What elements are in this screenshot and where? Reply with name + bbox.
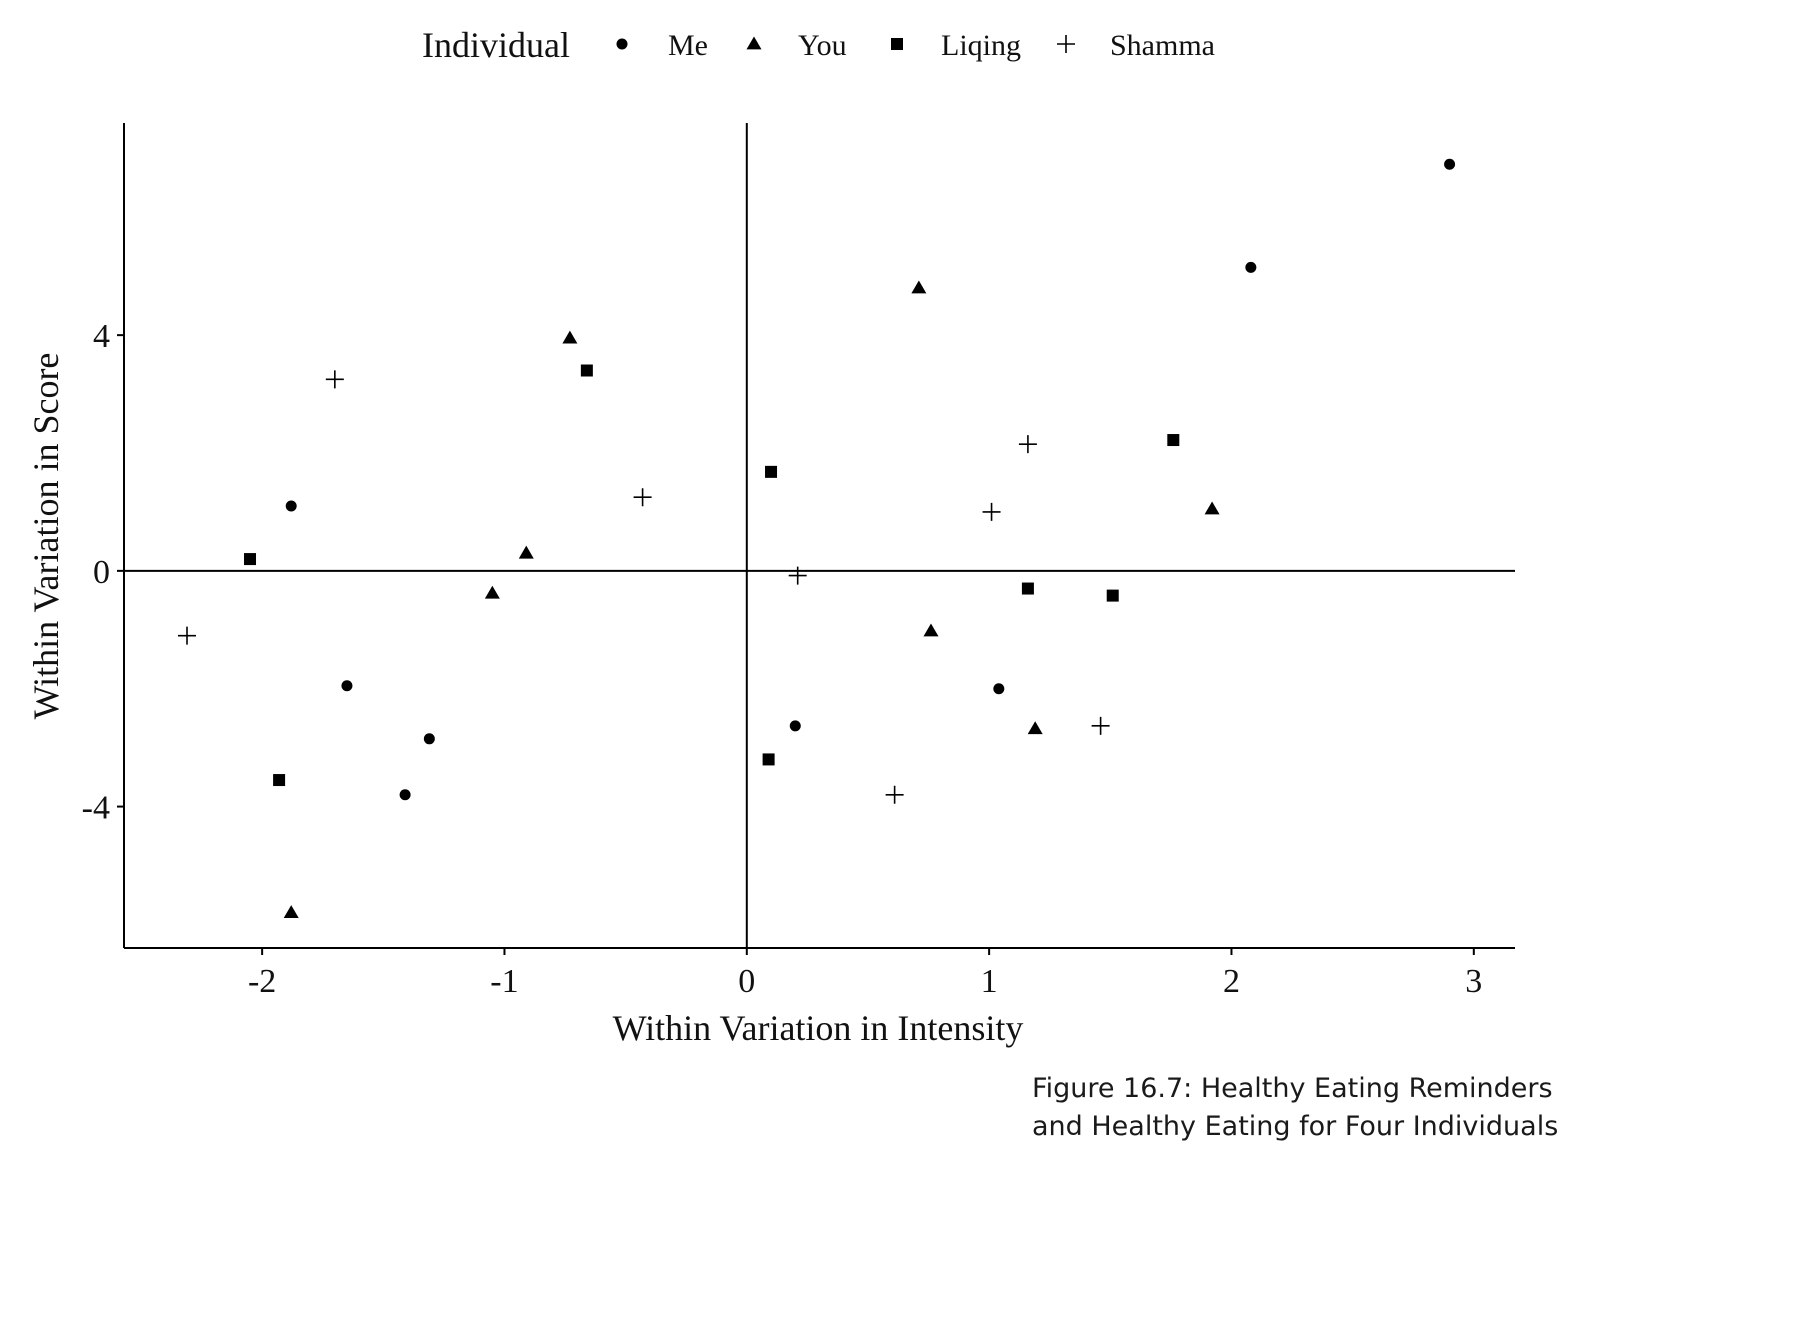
x-tick-label: -1 — [490, 963, 518, 1000]
point-liqing — [1106, 589, 1119, 602]
point-you — [562, 330, 578, 344]
legend: Individual Me You Liqing Shamma — [422, 25, 1215, 65]
x-tick-label: 0 — [738, 963, 755, 1000]
series-you — [283, 280, 1220, 919]
point-liqing — [762, 753, 775, 766]
legend-item-you: You — [746, 29, 847, 62]
point-shamma — [178, 626, 197, 645]
point-shamma — [885, 785, 904, 804]
point-liqing — [765, 465, 778, 478]
point-me — [423, 733, 435, 745]
point-me — [341, 680, 353, 692]
point-liqing — [1021, 582, 1034, 595]
point-liqing — [273, 774, 286, 787]
y-tick-label: -4 — [82, 790, 110, 827]
point-me — [285, 500, 297, 512]
point-me — [399, 789, 411, 801]
x-axis-ticks: -2 -1 0 1 2 3 — [248, 948, 1482, 1000]
point-liqing — [244, 553, 257, 566]
point-shamma — [325, 370, 344, 389]
point-you — [484, 585, 500, 599]
point-you — [911, 280, 927, 294]
y-tick-label: 4 — [93, 318, 110, 355]
reference-lines — [124, 123, 1515, 948]
point-me — [1444, 158, 1456, 170]
legend-label-me: Me — [668, 29, 708, 62]
point-shamma — [982, 502, 1001, 521]
point-shamma — [633, 488, 652, 507]
x-tick-label: 2 — [1223, 963, 1240, 1000]
x-tick-label: 3 — [1465, 963, 1482, 1000]
y-axis-label: Within Variation in Score — [26, 353, 66, 720]
point-liqing — [1167, 434, 1180, 447]
y-axis-ticks: 4 0 -4 — [82, 318, 124, 827]
point-me — [993, 683, 1005, 695]
legend-label-liqing: Liqing — [941, 29, 1021, 62]
chart-svg: Individual Me You Liqing Shamma -2 -1 0 1 2 3 4 0… — [26, 25, 1515, 1048]
x-tick-label: 1 — [981, 963, 998, 1000]
legend-marker-liqing — [891, 38, 903, 50]
data-points — [178, 158, 1456, 919]
point-shamma — [1018, 435, 1037, 454]
point-you — [923, 623, 939, 637]
legend-marker-shamma — [1057, 35, 1075, 53]
scatter-chart: Individual Me You Liqing Shamma -2 -1 0 1 2 3 4 0… — [26, 25, 1515, 1048]
legend-item-shamma: Shamma — [1057, 29, 1215, 62]
point-shamma — [1091, 716, 1110, 735]
x-axis-label: Within Variation in Intensity — [613, 1008, 1024, 1048]
point-shamma — [788, 566, 807, 585]
x-tick-label: -2 — [248, 963, 276, 1000]
y-tick-label: 0 — [93, 554, 110, 591]
legend-marker-you — [746, 36, 762, 50]
axes — [123, 123, 1515, 949]
point-you — [518, 545, 534, 559]
point-you — [1027, 721, 1043, 735]
legend-label-you: You — [798, 29, 847, 62]
figure-caption: Figure 16.7: Healthy Eating Reminders an… — [1032, 1073, 1559, 1142]
point-liqing — [580, 364, 593, 377]
legend-title: Individual — [422, 25, 570, 65]
point-you — [1204, 501, 1220, 515]
point-me — [789, 720, 801, 732]
series-shamma — [178, 370, 1110, 804]
series-me — [285, 158, 1456, 801]
series-liqing — [244, 364, 1180, 787]
legend-item-liqing: Liqing — [891, 29, 1021, 62]
legend-label-shamma: Shamma — [1110, 29, 1215, 62]
legend-item-me: Me — [616, 29, 708, 62]
legend-items: Me You Liqing Shamma — [616, 29, 1215, 62]
point-me — [1245, 261, 1257, 273]
legend-marker-me — [616, 38, 628, 50]
point-you — [283, 905, 299, 919]
